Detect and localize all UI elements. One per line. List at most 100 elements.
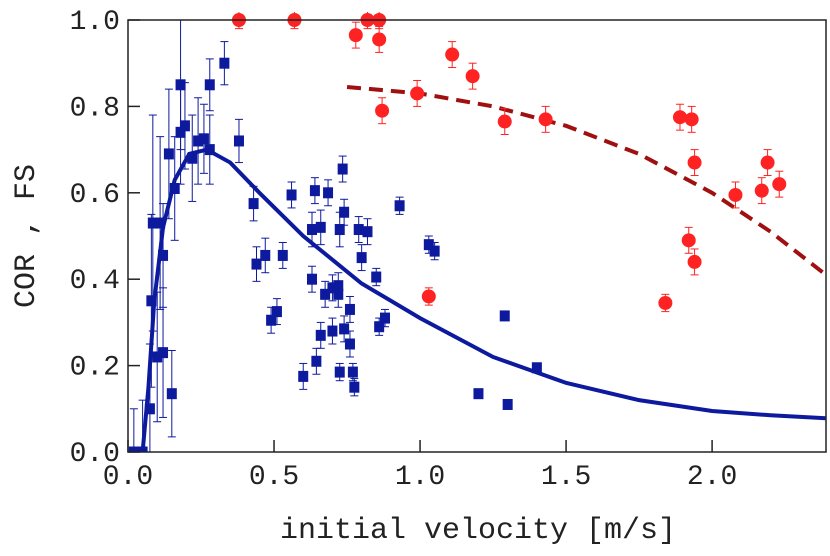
- point: [323, 187, 334, 199]
- point: [166, 388, 177, 400]
- plot: [128, 12, 826, 452]
- point: [271, 306, 282, 318]
- x-tick-label: 0.0: [103, 462, 153, 493]
- plot-frame: [127, 19, 827, 453]
- point: [219, 57, 230, 69]
- point: [286, 189, 297, 201]
- x-axis-label: initial velocity [m/s]: [280, 514, 676, 548]
- point: [681, 233, 696, 248]
- point: [333, 288, 344, 300]
- point: [233, 135, 244, 147]
- point: [248, 198, 259, 210]
- point: [327, 282, 338, 294]
- x-tick-label: 2.0: [687, 462, 737, 493]
- point: [684, 112, 699, 127]
- curve: [140, 147, 826, 452]
- point: [754, 183, 769, 198]
- point: [175, 79, 186, 91]
- point: [538, 112, 553, 127]
- point: [658, 295, 673, 310]
- point: [423, 239, 434, 251]
- point: [356, 252, 367, 264]
- point: [772, 177, 787, 192]
- point: [146, 295, 157, 307]
- point: [334, 224, 345, 236]
- point: [497, 114, 512, 129]
- point: [445, 47, 460, 62]
- point: [502, 398, 513, 410]
- y-tick-label: 0.8: [70, 93, 120, 124]
- y-tick-label: 0.2: [70, 353, 120, 384]
- point: [344, 303, 355, 315]
- x-tick-label: 0.5: [249, 462, 299, 493]
- point: [144, 403, 155, 415]
- point: [375, 103, 390, 118]
- point: [315, 329, 326, 341]
- point: [374, 321, 385, 333]
- point: [362, 226, 373, 238]
- point: [672, 110, 687, 125]
- point: [298, 370, 309, 382]
- point: [353, 224, 364, 236]
- point: [128, 446, 139, 452]
- point: [158, 347, 169, 359]
- point: [309, 185, 320, 197]
- point: [306, 273, 317, 285]
- point: [251, 258, 262, 270]
- point: [204, 144, 215, 156]
- point: [339, 206, 350, 218]
- point: [179, 120, 190, 132]
- point: [465, 69, 480, 84]
- point: [347, 366, 358, 378]
- point: [163, 148, 174, 160]
- point: [137, 446, 148, 452]
- error-bar: [129, 408, 138, 452]
- point: [155, 217, 166, 229]
- point: [760, 155, 775, 170]
- point: [277, 249, 288, 261]
- point: [410, 86, 425, 101]
- y-tick-label: 0.4: [70, 266, 120, 297]
- y-tick-label: 0.6: [70, 180, 120, 211]
- point: [311, 355, 322, 367]
- point: [266, 314, 277, 326]
- point: [337, 163, 348, 175]
- point: [687, 254, 702, 269]
- point: [315, 221, 326, 233]
- point: [380, 312, 391, 324]
- point: [429, 245, 440, 257]
- point: [421, 289, 436, 304]
- point: [334, 366, 345, 378]
- point: [687, 155, 702, 170]
- curve: [346, 84, 826, 277]
- point: [147, 217, 158, 229]
- y-axis-label: COR , FS: [10, 164, 44, 308]
- point: [473, 388, 484, 400]
- point: [371, 271, 382, 283]
- point: [531, 362, 542, 374]
- point: [320, 288, 331, 300]
- point: [499, 310, 510, 322]
- point: [348, 28, 363, 43]
- x-tick-label: 1.0: [395, 462, 445, 493]
- point: [187, 152, 198, 164]
- y-tick-label: 0.0: [70, 439, 120, 470]
- point: [339, 323, 350, 335]
- point: [394, 200, 405, 212]
- error-bar: [138, 399, 147, 452]
- point: [152, 351, 163, 363]
- point: [158, 249, 169, 261]
- point: [327, 325, 338, 337]
- point: [260, 249, 271, 261]
- point: [728, 187, 743, 202]
- point: [349, 381, 360, 393]
- point: [169, 182, 180, 194]
- point: [344, 338, 355, 350]
- point: [372, 32, 387, 47]
- point: [306, 224, 317, 236]
- point: [193, 135, 204, 147]
- y-tick-label: 1.0: [70, 7, 120, 38]
- point: [204, 79, 215, 91]
